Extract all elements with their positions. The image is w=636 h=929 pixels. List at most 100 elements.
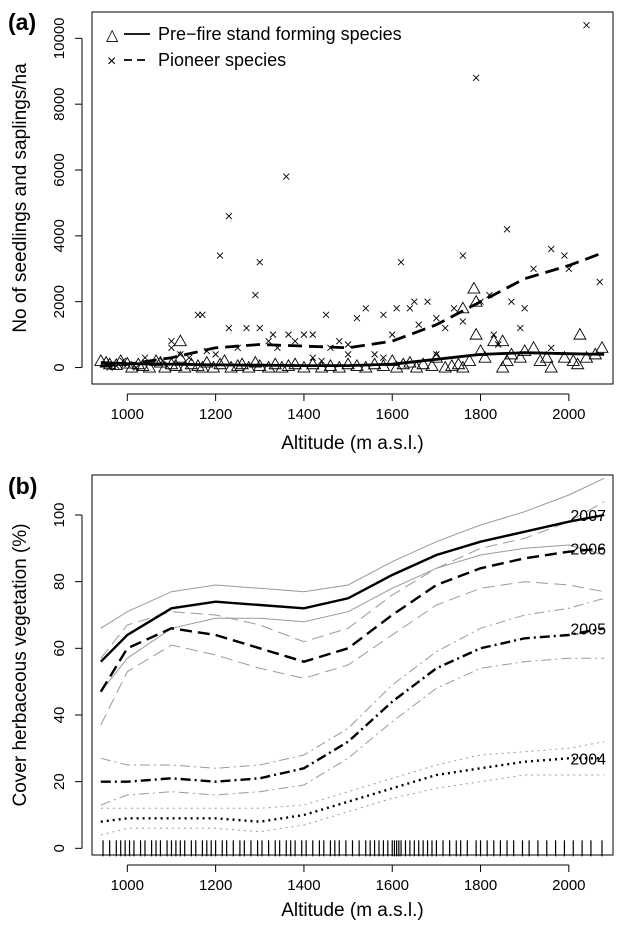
triangle-point <box>142 360 157 373</box>
cross-point <box>256 324 264 332</box>
confidence-band-lower-2005 <box>100 657 605 806</box>
x-tick-label: 1600 <box>376 406 409 423</box>
cross-point <box>168 344 175 352</box>
cross-point <box>344 341 352 348</box>
triangle-point <box>573 327 587 340</box>
cross-point <box>344 351 352 358</box>
triangle-point <box>124 360 139 373</box>
cross-point <box>547 344 555 352</box>
y-tick-label: 20 <box>51 773 68 790</box>
cross-point <box>243 324 250 332</box>
confidence-band-lower-2006 <box>100 581 605 726</box>
triangle-point <box>526 340 541 353</box>
cross-point <box>225 212 233 220</box>
cross-point <box>472 74 480 82</box>
cross-point <box>282 173 290 180</box>
cross-point <box>410 298 418 306</box>
x-tick-label: 2000 <box>552 877 585 894</box>
triangle-point <box>425 358 439 371</box>
triangle-point <box>206 360 221 373</box>
triangle-point <box>557 350 572 363</box>
cross-point <box>309 331 317 338</box>
triangle-point <box>495 360 510 373</box>
triangle-point <box>200 355 214 368</box>
triangle-point <box>341 357 355 370</box>
triangle-point <box>158 360 172 373</box>
y-tick-label: 40 <box>51 707 68 724</box>
triangle-point <box>235 357 249 370</box>
curve-2006 <box>99 547 605 693</box>
cross-point <box>561 252 568 259</box>
cross-point <box>199 311 206 319</box>
cross-point <box>212 351 219 358</box>
panel-a-scatter-plot: (a) 1000 1200 1400 1600 1800 2000 0 2000 4000 600… <box>8 9 614 454</box>
cross-point <box>406 304 414 312</box>
triangle-point <box>456 360 470 373</box>
cross-point <box>459 318 467 325</box>
cross-point <box>225 324 233 332</box>
triangle-point <box>579 350 594 363</box>
curve-2004 <box>100 757 605 823</box>
y-tick-label: 100 <box>51 502 68 527</box>
cross-point <box>185 354 193 361</box>
y-tick-label: 6000 <box>51 153 68 186</box>
curve-label-2004: 2004 <box>570 751 606 768</box>
triangle-point <box>469 327 483 340</box>
cross-point <box>252 291 259 299</box>
panel-b-axes: 1000 1200 1400 1600 1800 2000 0 20 40 60 80 100 Alti… <box>10 502 586 921</box>
cross-point <box>516 324 524 332</box>
confidence-band-upper-2005 <box>100 597 605 769</box>
panel-a-fit-lines <box>100 250 605 368</box>
triangle-point <box>462 354 477 366</box>
triangle-point <box>533 354 547 366</box>
triangle-point <box>456 301 470 314</box>
y-tick-label: 10000 <box>51 17 68 59</box>
cross-point <box>388 331 396 338</box>
triangle-point <box>268 357 283 370</box>
panel-a-points <box>94 21 609 373</box>
curve-2007 <box>99 513 605 663</box>
x-axis-title: Altitude (m a.s.l.) <box>281 433 424 454</box>
legend-label-pre-fire: Pre−fire stand forming species <box>158 24 402 44</box>
pre-fire-fit-line <box>100 351 605 367</box>
triangle-point <box>288 357 302 370</box>
y-axis-title: Cover herbaceous vegetation (%) <box>10 523 31 806</box>
triangle-point <box>595 340 609 353</box>
y-tick-label: 4000 <box>51 219 68 252</box>
cross-point <box>450 304 458 312</box>
cross-point <box>265 337 272 345</box>
x-tick-label: 2000 <box>552 406 585 423</box>
cross-point <box>168 337 175 345</box>
cross-point <box>132 364 140 371</box>
triangle-point <box>213 357 227 370</box>
x-tick-label: 1000 <box>111 406 144 423</box>
cross-point <box>141 354 149 361</box>
curve-label-2006: 2006 <box>570 541 606 558</box>
triangle-point <box>409 360 424 373</box>
y-tick-label: 2000 <box>51 285 68 318</box>
curve-label-2005: 2005 <box>570 621 606 638</box>
x-tick-label: 1200 <box>199 406 232 423</box>
triangle-point <box>517 344 532 357</box>
x-tick-label: 1400 <box>287 877 320 894</box>
triangle-point <box>478 350 492 363</box>
cross-point <box>380 354 387 361</box>
cross-point <box>490 331 498 338</box>
cross-point <box>459 252 467 259</box>
triangle-point <box>487 334 501 347</box>
triangle-point <box>495 334 510 347</box>
y-tick-label: 0 <box>51 844 68 852</box>
triangle-point <box>513 350 528 363</box>
x-tick-label: 1200 <box>199 877 232 894</box>
y-tick-label: 8000 <box>51 87 68 120</box>
curve-2005 <box>100 627 605 783</box>
cross-point <box>508 298 515 306</box>
confidence-band-upper-2004 <box>100 741 605 809</box>
cross-point <box>441 324 449 332</box>
cross-point <box>596 278 604 286</box>
cross-point <box>530 265 537 273</box>
y-tick-label: 0 <box>51 363 68 371</box>
triangle-point <box>467 281 481 294</box>
cross-point <box>322 311 330 319</box>
